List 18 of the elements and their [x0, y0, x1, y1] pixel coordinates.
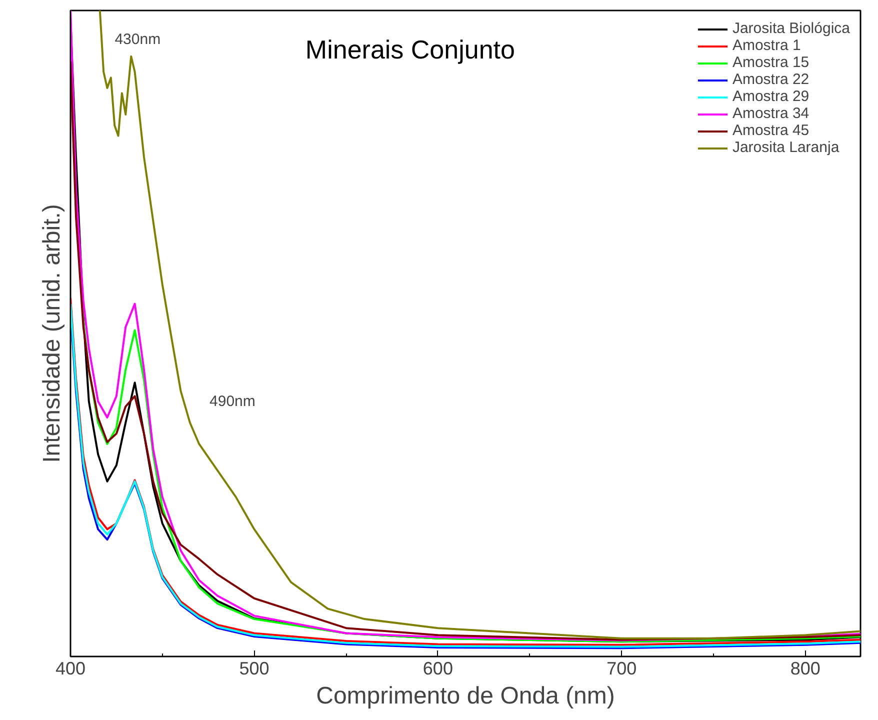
y-axis-title: Intensidade (unid. arbit.)	[38, 204, 66, 463]
legend-label: Amostra 1	[732, 37, 801, 54]
x-tick-label: 800	[790, 658, 820, 678]
legend-label: Amostra 15	[732, 54, 810, 71]
legend-label: Amostra 22	[732, 71, 810, 88]
legend-label: Amostra 45	[732, 122, 810, 139]
text: Minerais Conjunto	[305, 34, 515, 64]
x-tick-label: 700	[606, 658, 637, 678]
annotation: 490nm	[210, 392, 256, 410]
x-tick-label: 600	[422, 658, 453, 678]
legend-label: Jarosita Biológica	[732, 20, 850, 37]
legend-label: Amostra 29	[732, 88, 810, 105]
annotation: 430nm	[114, 31, 161, 48]
x-axis-title: Comprimento de Onda (nm)	[316, 682, 615, 710]
legend-label: Jarosita Laranja	[732, 139, 840, 156]
x-tick-label: 500	[239, 658, 270, 678]
legend-label: Amostra 34	[732, 105, 810, 122]
x-tick-label: 400	[55, 658, 86, 678]
